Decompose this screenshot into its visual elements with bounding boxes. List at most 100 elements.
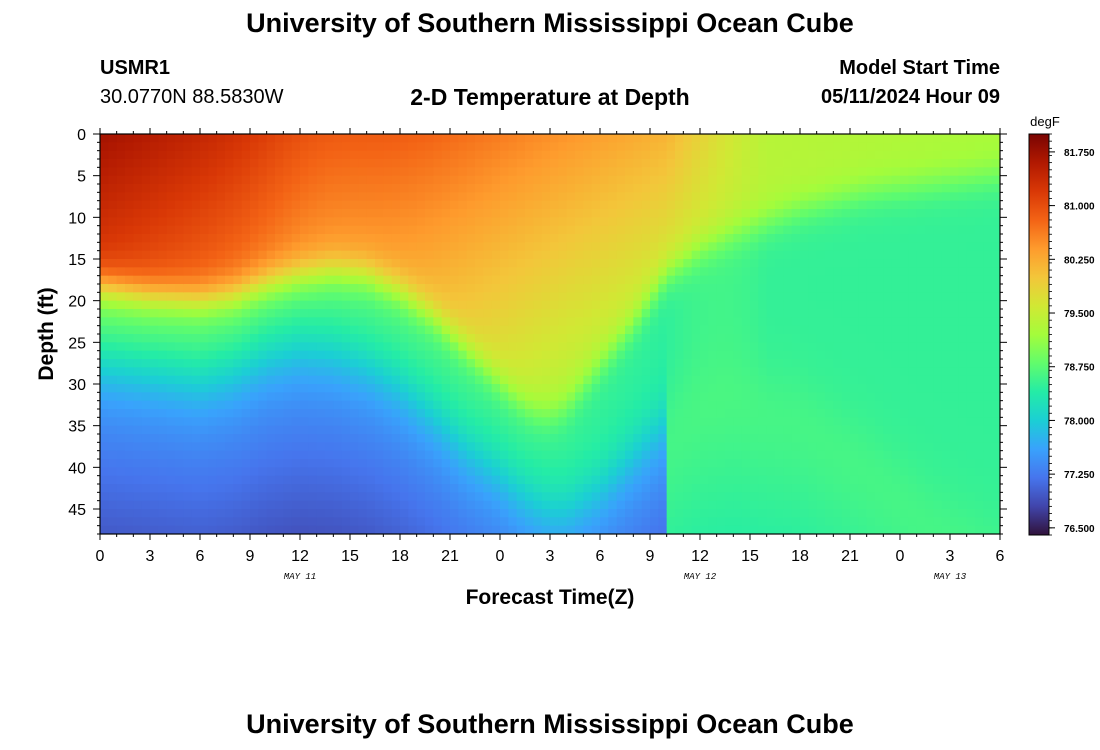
- heatmap-cell: [683, 167, 693, 177]
- heatmap-cell: [483, 450, 493, 460]
- heatmap-cell: [500, 367, 509, 377]
- heatmap-cell: [550, 309, 559, 318]
- heatmap-cell: [200, 234, 209, 243]
- heatmap-cell: [933, 134, 943, 143]
- heatmap-cell: [925, 200, 934, 210]
- heatmap-cell: [716, 234, 726, 243]
- heatmap-cell: [391, 325, 401, 335]
- heatmap-cell: [266, 467, 276, 477]
- heatmap-cell: [858, 500, 868, 510]
- heatmap-cell: [341, 217, 351, 227]
- heatmap-cell: [450, 242, 459, 252]
- heatmap-cell: [583, 459, 593, 468]
- heatmap-cell: [675, 175, 684, 185]
- heatmap-cell: [583, 275, 593, 285]
- heatmap-cell: [941, 150, 951, 160]
- heatmap-cell: [100, 167, 109, 177]
- heatmap-cell: [550, 159, 559, 168]
- heatmap-cell: [816, 325, 826, 335]
- heatmap-cell: [925, 367, 934, 377]
- heatmap-cell: [391, 450, 401, 460]
- heatmap-cell: [800, 450, 809, 460]
- heatmap-cell: [258, 342, 268, 352]
- heatmap-cell: [558, 300, 568, 310]
- heatmap-cell: [258, 442, 268, 452]
- heatmap-cell: [575, 292, 584, 302]
- heatmap-cell: [383, 167, 393, 177]
- heatmap-cell: [700, 425, 709, 435]
- heatmap-cell: [283, 317, 293, 327]
- heatmap-cell: [800, 467, 809, 477]
- heatmap-cell: [766, 475, 776, 485]
- heatmap-cell: [375, 242, 384, 252]
- heatmap-cell: [666, 200, 676, 210]
- heatmap-cell: [550, 150, 559, 160]
- heatmap-cell: [541, 342, 551, 352]
- heatmap-cell: [183, 309, 193, 318]
- heatmap-cell: [733, 242, 743, 252]
- heatmap-cell: [850, 425, 859, 435]
- heatmap-cell: [316, 334, 326, 343]
- heatmap-cell: [950, 392, 959, 402]
- heatmap-cell: [133, 450, 143, 460]
- heatmap-cell: [158, 150, 168, 160]
- heatmap-cell: [275, 150, 284, 160]
- heatmap-cell: [675, 475, 684, 485]
- heatmap-cell: [808, 200, 818, 210]
- heatmap-cell: [716, 250, 726, 260]
- heatmap-cell: [958, 159, 968, 168]
- heatmap-cell: [583, 175, 593, 185]
- heatmap-cell: [575, 525, 584, 534]
- heatmap-cell: [216, 425, 226, 435]
- heatmap-cell: [941, 209, 951, 218]
- heatmap-cell: [525, 442, 534, 452]
- heatmap-cell: [316, 284, 326, 293]
- heatmap-cell: [166, 359, 176, 368]
- heatmap-cell: [100, 417, 109, 427]
- heatmap-cell: [366, 517, 376, 527]
- heatmap-cell: [375, 200, 384, 210]
- heatmap-cell: [766, 484, 776, 493]
- heatmap-cell: [533, 267, 543, 277]
- heatmap-cell: [708, 234, 718, 243]
- heatmap-cell: [175, 175, 184, 185]
- heatmap-cell: [908, 509, 918, 518]
- heatmap-cell: [500, 475, 509, 485]
- heatmap-cell: [866, 375, 876, 385]
- heatmap-cell: [658, 217, 668, 227]
- heatmap-cell: [908, 325, 918, 335]
- heatmap-cell: [208, 317, 218, 327]
- heatmap-cell: [141, 475, 151, 485]
- heatmap-cell: [191, 475, 201, 485]
- heatmap-cell: [408, 309, 418, 318]
- heatmap-cell: [250, 217, 259, 227]
- heatmap-cell: [475, 317, 484, 327]
- heatmap-cell: [808, 467, 818, 477]
- heatmap-cell: [883, 334, 893, 343]
- heatmap-cell: [216, 492, 226, 502]
- heatmap-cell: [541, 225, 551, 235]
- heatmap-cell: [216, 384, 226, 393]
- heatmap-cell: [933, 167, 943, 177]
- heatmap-cell: [241, 459, 251, 468]
- heatmap-cell: [308, 250, 318, 260]
- heatmap-cell: [516, 150, 526, 160]
- heatmap-cell: [508, 334, 518, 343]
- heatmap-cell: [775, 525, 784, 534]
- heatmap-cell: [566, 200, 576, 210]
- heatmap-cell: [450, 200, 459, 210]
- heatmap-cell: [458, 284, 468, 293]
- heatmap-cell: [725, 317, 734, 327]
- heatmap-cell: [375, 384, 384, 393]
- heatmap-cell: [633, 434, 643, 443]
- heatmap-cell: [833, 350, 843, 360]
- heatmap-cell: [550, 284, 559, 293]
- heatmap-cell: [925, 317, 934, 327]
- heatmap-cell: [616, 234, 626, 243]
- heatmap-cell: [416, 184, 426, 193]
- heatmap-cell: [383, 234, 393, 243]
- heatmap-cell: [508, 459, 518, 468]
- heatmap-cell: [575, 209, 584, 218]
- heatmap-cell: [550, 317, 559, 327]
- heatmap-cell: [300, 309, 309, 318]
